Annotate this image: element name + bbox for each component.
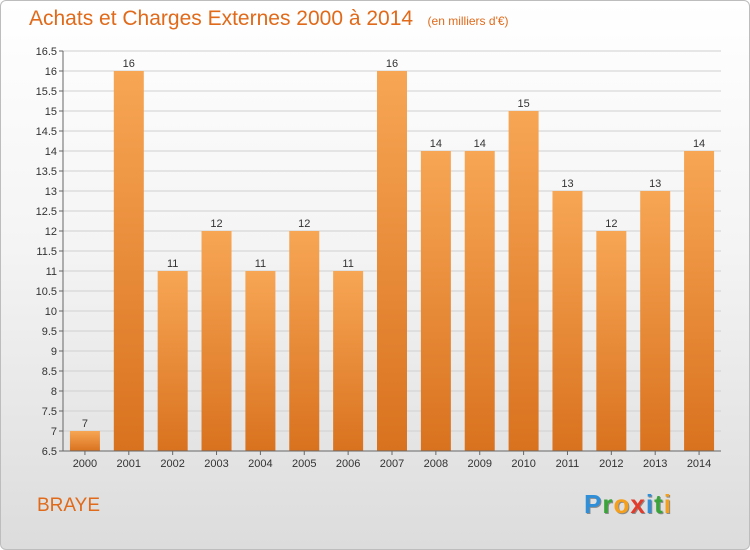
y-tick-label: 12: [45, 226, 57, 238]
logo-letter: i: [663, 489, 672, 519]
x-tick-label: 2001: [117, 458, 141, 470]
x-tick-label: 2000: [73, 458, 97, 470]
bar-value-label: 12: [298, 218, 310, 230]
bar-2004: [245, 271, 276, 451]
bar-2009: [464, 151, 495, 451]
x-tick-label: 2007: [380, 458, 404, 470]
y-axis-ticks: 6.5 7 7.5 8 8.5 9 9.5 10 10.5 11 11.5 12 12.5 13 13.5 1…: [36, 46, 63, 458]
bar-value-label: 11: [255, 258, 266, 270]
bar-2012: [596, 231, 627, 451]
logo-letter: P: [584, 489, 603, 519]
x-tick-label: 2003: [204, 458, 228, 470]
logo-letter: t: [654, 489, 664, 519]
bar-value-label: 14: [474, 138, 486, 150]
bar-2010: [508, 111, 539, 451]
bar-2007: [377, 71, 407, 451]
y-tick-label: 8: [51, 386, 57, 398]
y-tick-label: 10: [45, 306, 57, 318]
y-tick-label: 16.5: [36, 46, 57, 58]
bar-value-label: 13: [649, 178, 661, 190]
y-tick-label: 8.5: [42, 366, 57, 378]
bar-value-label: 12: [605, 218, 617, 230]
bar-2001: [113, 71, 144, 451]
y-tick-label: 14: [45, 146, 57, 158]
bar-2011: [552, 191, 583, 451]
bar-value-label: 12: [210, 218, 222, 230]
x-tick-label: 2009: [467, 458, 491, 470]
x-tick-label: 2002: [160, 458, 184, 470]
bar-2014: [684, 151, 715, 451]
bar-value-label: 13: [561, 178, 573, 190]
y-tick-label: 13: [45, 186, 57, 198]
y-tick-label: 7.5: [42, 406, 57, 418]
y-tick-label: 11.5: [36, 246, 57, 258]
bar-2006: [333, 271, 364, 451]
bar-2013: [640, 191, 671, 451]
logo-letter: i: [645, 489, 655, 519]
y-tick-label: 6.5: [42, 446, 57, 458]
bar-value-label: 16: [386, 58, 398, 70]
bar-value-label: 15: [517, 98, 529, 110]
bar-value-label: 14: [693, 138, 705, 150]
bar-value-labels: 7 16 11 12 11 12 11 16 14 14 15 13 12 13 14: [82, 58, 705, 430]
y-tick-label: 16: [45, 66, 57, 78]
x-tick-label: 2011: [556, 458, 580, 470]
logo-letter: r: [602, 489, 614, 519]
bar-2003: [201, 231, 232, 451]
x-tick-label: 2008: [424, 458, 448, 470]
y-tick-label: 15: [45, 106, 57, 118]
bars: [69, 71, 715, 451]
y-tick-label: 15.5: [36, 86, 57, 98]
y-tick-label: 12.5: [36, 206, 57, 218]
bar-2005: [289, 231, 320, 451]
logo-letter: x: [630, 489, 646, 519]
y-tick-label: 9: [51, 346, 57, 358]
bar-2000: [69, 431, 100, 451]
logo-letter: o: [613, 489, 631, 519]
y-tick-label: 9.5: [42, 326, 57, 338]
x-tick-label: 2006: [336, 458, 360, 470]
x-tick-label: 2005: [292, 458, 316, 470]
bar-value-label: 7: [82, 418, 88, 430]
bar-value-label: 16: [123, 58, 135, 70]
bar-value-label: 11: [167, 258, 178, 270]
bar-value-label: 11: [342, 258, 353, 270]
x-tick-label: 2014: [687, 458, 711, 470]
location-name: BRAYE: [37, 495, 101, 516]
x-tick-label: 2010: [511, 458, 535, 470]
chart-title: Achats et Charges Externes 2000 à 2014: [29, 7, 414, 30]
y-tick-label: 14.5: [36, 126, 57, 138]
x-tick-label: 2012: [599, 458, 623, 470]
bar-2008: [420, 151, 451, 451]
y-tick-label: 13.5: [36, 166, 57, 178]
chart-subtitle: (en milliers d'€): [427, 14, 509, 28]
x-tick-label: 2004: [248, 458, 272, 470]
x-axis-ticks: 2000 2001 2002 2003 2004 2005 2006 2007 2008 2009…: [73, 451, 711, 470]
bar-value-label: 14: [430, 138, 442, 150]
proxiti-logo[interactable]: Proxiti: [584, 489, 672, 520]
y-tick-label: 10.5: [36, 286, 57, 298]
y-tick-label: 11: [46, 266, 57, 278]
bar-2002: [157, 271, 188, 451]
title-row: Achats et Charges Externes 2000 à 2014 (…: [29, 7, 509, 31]
y-tick-label: 7: [51, 426, 57, 438]
x-tick-label: 2013: [643, 458, 667, 470]
